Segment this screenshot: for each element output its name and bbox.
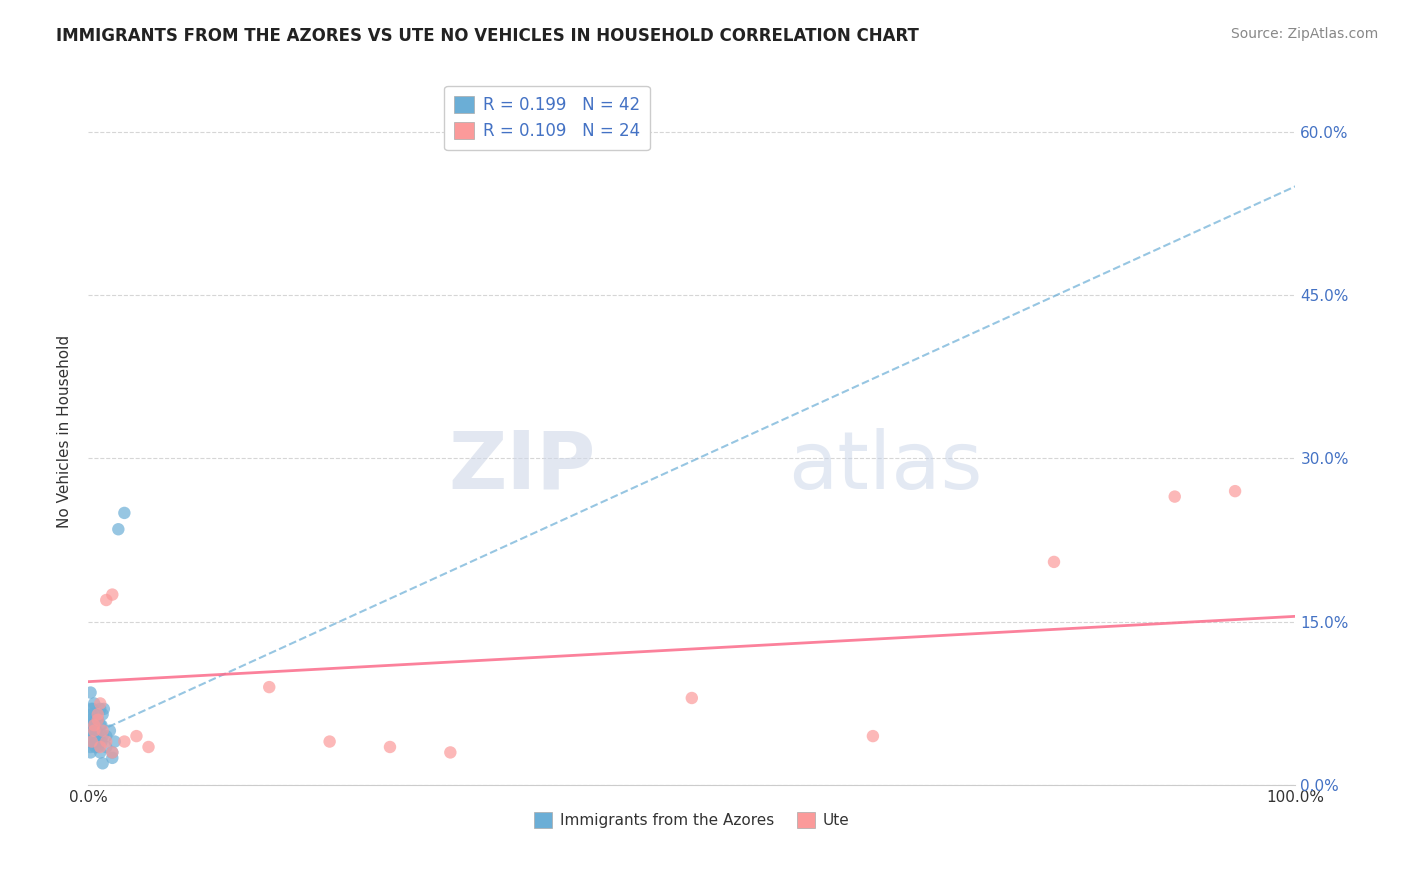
Point xyxy=(112,506,135,520)
Point xyxy=(101,746,124,760)
Point xyxy=(80,734,103,748)
Point xyxy=(862,729,884,743)
Point xyxy=(79,734,101,748)
Point xyxy=(89,746,111,760)
Point xyxy=(96,729,118,743)
Point xyxy=(87,707,110,722)
Point xyxy=(91,756,114,771)
Point xyxy=(91,729,114,743)
Point xyxy=(112,734,135,748)
Point xyxy=(84,734,107,748)
Point xyxy=(83,729,105,743)
Point xyxy=(82,702,104,716)
Point xyxy=(87,734,110,748)
Point xyxy=(87,713,110,727)
Point xyxy=(83,723,105,738)
Point xyxy=(80,718,103,732)
Point xyxy=(87,729,110,743)
Point xyxy=(90,718,112,732)
Point xyxy=(1223,484,1246,499)
Point xyxy=(79,746,101,760)
Point xyxy=(80,734,103,748)
Point xyxy=(96,739,118,754)
Text: Source: ZipAtlas.com: Source: ZipAtlas.com xyxy=(1230,27,1378,41)
Point xyxy=(101,588,124,602)
Point xyxy=(84,713,107,727)
Point xyxy=(79,713,101,727)
Legend: Immigrants from the Azores, Ute: Immigrants from the Azores, Ute xyxy=(527,805,856,834)
Text: ZIP: ZIP xyxy=(449,427,595,506)
Point xyxy=(83,718,105,732)
Point xyxy=(107,522,129,536)
Point xyxy=(138,739,160,754)
Point xyxy=(318,734,340,748)
Point xyxy=(89,739,111,754)
Point xyxy=(79,739,101,754)
Point xyxy=(79,723,101,738)
Point xyxy=(378,739,401,754)
Point xyxy=(79,718,101,732)
Point xyxy=(86,723,108,738)
Point xyxy=(80,713,103,727)
Point xyxy=(87,713,110,727)
Text: atlas: atlas xyxy=(789,427,983,506)
Point xyxy=(89,702,111,716)
Point xyxy=(82,723,104,738)
Point xyxy=(83,697,105,711)
Point xyxy=(91,723,114,738)
Y-axis label: No Vehicles in Household: No Vehicles in Household xyxy=(58,334,72,528)
Point xyxy=(101,751,124,765)
Point xyxy=(96,593,118,607)
Point xyxy=(125,729,148,743)
Point xyxy=(91,707,114,722)
Point xyxy=(89,697,111,711)
Point xyxy=(101,746,124,760)
Point xyxy=(89,718,111,732)
Point xyxy=(104,734,127,748)
Point xyxy=(98,723,121,738)
Point xyxy=(257,680,280,694)
Point xyxy=(90,734,112,748)
Text: IMMIGRANTS FROM THE AZORES VS UTE NO VEHICLES IN HOUSEHOLD CORRELATION CHART: IMMIGRANTS FROM THE AZORES VS UTE NO VEH… xyxy=(56,27,920,45)
Point xyxy=(83,723,105,738)
Point xyxy=(80,702,103,716)
Point xyxy=(80,707,103,722)
Point xyxy=(84,739,107,754)
Point xyxy=(681,691,703,706)
Point xyxy=(96,734,118,748)
Point xyxy=(1043,555,1066,569)
Point xyxy=(1164,490,1187,504)
Point xyxy=(439,746,461,760)
Point xyxy=(93,702,115,716)
Point xyxy=(79,685,101,699)
Point xyxy=(87,739,110,754)
